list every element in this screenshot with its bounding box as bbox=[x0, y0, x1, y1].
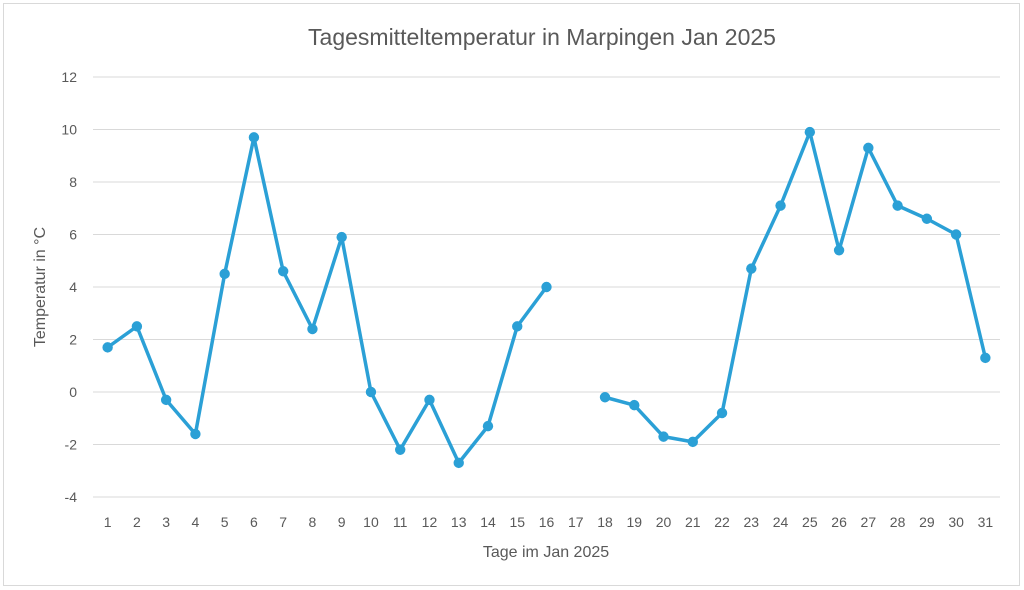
x-tick-label: 18 bbox=[597, 514, 613, 530]
x-tick-label: 8 bbox=[309, 514, 317, 530]
y-tick-label: 6 bbox=[69, 227, 77, 243]
x-tick-label: 4 bbox=[192, 514, 200, 530]
series-group bbox=[102, 126, 991, 469]
data-point bbox=[804, 126, 816, 138]
x-tick-label: 24 bbox=[773, 514, 789, 530]
data-point bbox=[365, 386, 377, 398]
x-tick-label: 7 bbox=[279, 514, 287, 530]
data-point bbox=[102, 342, 113, 353]
data-point bbox=[833, 245, 845, 256]
data-point bbox=[863, 142, 874, 154]
data-point bbox=[190, 428, 201, 440]
x-tick-label: 6 bbox=[250, 514, 258, 530]
data-point bbox=[424, 394, 435, 406]
y-tick-label: 12 bbox=[61, 69, 77, 85]
x-tick-label: 12 bbox=[422, 514, 438, 530]
x-tick-label: 17 bbox=[568, 514, 584, 530]
data-point bbox=[395, 444, 406, 455]
x-tick-label: 29 bbox=[919, 514, 935, 530]
data-point bbox=[950, 229, 962, 240]
data-point bbox=[892, 200, 903, 211]
x-tick-label: 13 bbox=[451, 514, 467, 530]
data-point bbox=[687, 436, 698, 448]
chart-title: Tagesmitteltemperatur in Marpingen Jan 2… bbox=[308, 24, 776, 50]
x-tick-label: 15 bbox=[509, 514, 525, 530]
data-point bbox=[980, 352, 991, 364]
data-point bbox=[453, 457, 464, 469]
data-point bbox=[277, 266, 289, 277]
data-point bbox=[512, 321, 523, 332]
x-tick-label: 10 bbox=[363, 514, 379, 530]
data-point bbox=[599, 392, 611, 403]
data-point bbox=[219, 268, 230, 280]
data-point bbox=[716, 407, 728, 419]
x-tick-label: 23 bbox=[744, 514, 760, 530]
x-tick-label: 11 bbox=[393, 514, 408, 530]
data-point bbox=[160, 394, 172, 406]
y-tick-label: 0 bbox=[69, 384, 77, 400]
y-tick-label: 4 bbox=[69, 279, 77, 295]
x-axis-ticks: 1 2 3 4 5 6 7 8 9 10 11 12 13 14 15 16 17 18 19 20 21 22 23 24 2… bbox=[104, 514, 994, 530]
x-tick-label: 16 bbox=[539, 514, 555, 530]
data-point bbox=[541, 281, 552, 293]
data-point bbox=[131, 321, 143, 332]
x-tick-label: 22 bbox=[714, 514, 730, 530]
y-tick-label: -4 bbox=[65, 489, 78, 505]
data-point bbox=[775, 200, 786, 211]
x-tick-label: 14 bbox=[480, 514, 496, 530]
chart-area bbox=[3, 3, 1020, 586]
data-point bbox=[336, 231, 347, 243]
x-tick-label: 26 bbox=[831, 514, 847, 530]
x-tick-label: 27 bbox=[861, 514, 877, 530]
x-tick-label: 3 bbox=[162, 514, 170, 530]
x-tick-label: 2 bbox=[133, 514, 141, 530]
x-tick-label: 9 bbox=[338, 514, 346, 530]
y-axis-ticks: -4 -2 0 2 4 6 8 10 12 bbox=[61, 69, 77, 505]
data-point bbox=[658, 431, 669, 442]
data-point bbox=[482, 420, 494, 432]
y-tick-label: -2 bbox=[65, 437, 78, 453]
x-tick-label: 5 bbox=[221, 514, 229, 530]
y-axis-title: Temperatur in °C bbox=[32, 227, 49, 347]
data-point bbox=[746, 263, 757, 274]
x-tick-label: 1 bbox=[104, 514, 112, 530]
x-tick-label: 25 bbox=[802, 514, 818, 530]
x-axis-title: Tage im Jan 2025 bbox=[483, 544, 609, 561]
x-tick-label: 30 bbox=[948, 514, 964, 530]
x-tick-label: 20 bbox=[656, 514, 672, 530]
data-point bbox=[248, 132, 260, 143]
x-tick-label: 28 bbox=[890, 514, 906, 530]
x-tick-label: 21 bbox=[685, 514, 701, 530]
data-point bbox=[629, 399, 640, 411]
x-tick-label: 19 bbox=[626, 514, 642, 530]
y-tick-label: 8 bbox=[69, 174, 77, 190]
x-tick-label: 31 bbox=[978, 514, 994, 530]
y-tick-label: 2 bbox=[69, 332, 77, 348]
y-tick-label: 10 bbox=[61, 122, 77, 138]
data-point bbox=[307, 323, 318, 335]
gridlines bbox=[93, 76, 1000, 498]
data-point bbox=[921, 213, 933, 224]
